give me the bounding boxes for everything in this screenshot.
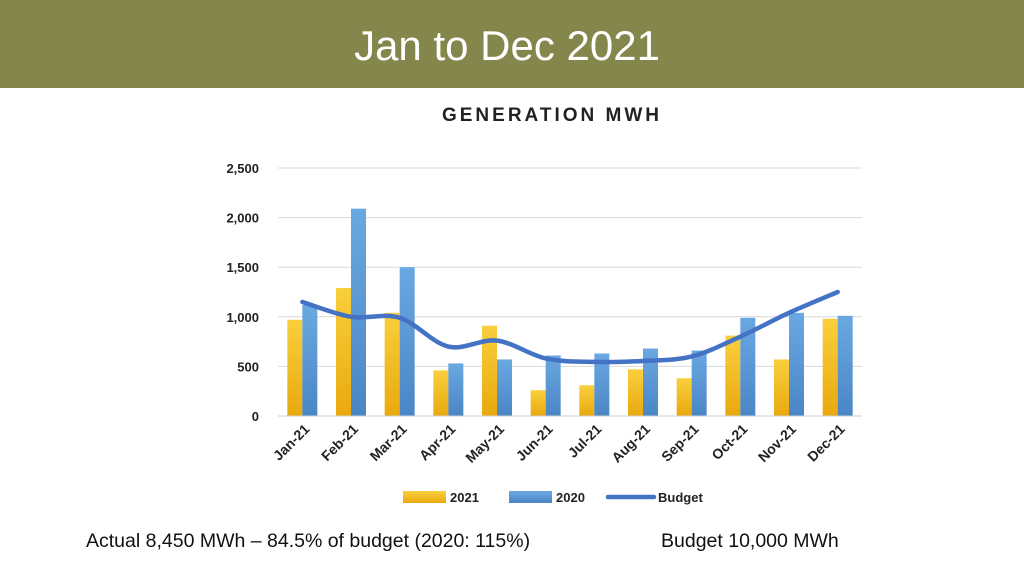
y-tick-label: 1,000	[226, 310, 259, 325]
bar-2020-mar-21	[399, 267, 415, 416]
bar-2020-may-21	[497, 359, 512, 416]
y-tick-label: 2,500	[226, 161, 259, 176]
y-axis: 0 500 1,000 1,500 2,000 2,500	[226, 161, 259, 424]
bar-2020-jul-21	[594, 353, 610, 416]
legend-label-2020: 2020	[556, 490, 585, 505]
legend: 2021 2020 Budget	[403, 490, 703, 505]
x-tick-label: Mar-21	[367, 421, 410, 464]
bar-2021-jul-21	[579, 385, 595, 416]
legend-label-budget: Budget	[658, 490, 703, 505]
legend-swatch-2021	[403, 491, 446, 503]
bar-2021-dec-21	[822, 318, 838, 416]
budget-line-group	[300, 289, 840, 365]
bar-2021-apr-21	[433, 370, 449, 416]
x-tick-label: Dec-21	[804, 421, 848, 465]
x-tick-label: Jul-21	[565, 421, 605, 461]
legend-swatch-2020	[509, 491, 552, 503]
x-tick-label: Sep-21	[658, 421, 702, 465]
y-tick-label: 0	[252, 409, 259, 424]
bar-2021-jan-21	[287, 319, 303, 416]
generation-chart: GENERATION MWH 05001,0001,5002,0002,500 …	[226, 105, 862, 505]
bar-2020-sep-21	[691, 350, 707, 416]
x-tick-label: Apr-21	[416, 421, 459, 464]
bar-2021-jun-21	[530, 390, 546, 416]
bar-2021-mar-21	[384, 312, 400, 416]
bar-2021-feb-21	[336, 288, 351, 416]
bar-2020-feb-21	[351, 208, 366, 416]
bar-2021-sep-21	[676, 378, 692, 416]
x-tick-label: May-21	[462, 421, 507, 466]
bar-2021-oct-21	[725, 335, 741, 416]
budget-summary: Budget 10,000 MWh	[661, 530, 839, 552]
y-tick-label: 500	[237, 359, 259, 374]
actual-summary: Actual 8,450 MWh – 84.5% of budget (2020…	[86, 530, 531, 552]
bar-2021-may-21	[482, 325, 497, 416]
bar-2020-aug-21	[643, 348, 658, 416]
x-tick-label: Feb-21	[318, 421, 361, 464]
bars	[287, 208, 853, 416]
x-tick-label: Nov-21	[755, 421, 799, 465]
x-tick-label: Jun-21	[513, 421, 556, 464]
x-tick-label: Jan-21	[270, 421, 313, 464]
x-tick-label: Aug-21	[608, 421, 653, 466]
title-bar: Jan to Dec 2021	[0, 0, 1024, 88]
x-axis: Jan-21 Feb-21 Mar-21 Apr-21 May-21 Jun-21 Jul-…	[270, 415, 862, 466]
bar-2020-dec-21	[837, 315, 853, 416]
slide-title: Jan to Dec 2021	[354, 22, 660, 69]
y-tick-label: 2,000	[226, 211, 259, 226]
bar-2020-oct-21	[740, 317, 756, 416]
x-tick-label: Oct-21	[708, 421, 750, 463]
legend-label-2021: 2021	[450, 490, 479, 505]
bar-2020-jun-21	[545, 355, 561, 416]
bar-2020-jan-21	[302, 304, 318, 416]
bar-2020-nov-21	[789, 312, 804, 416]
bar-2020-apr-21	[448, 363, 464, 416]
chart-title: GENERATION MWH	[442, 105, 662, 126]
bar-2021-aug-21	[628, 369, 643, 416]
bar-2021-nov-21	[774, 359, 789, 416]
budget-line	[300, 289, 840, 365]
y-tick-label: 1,500	[226, 260, 259, 275]
